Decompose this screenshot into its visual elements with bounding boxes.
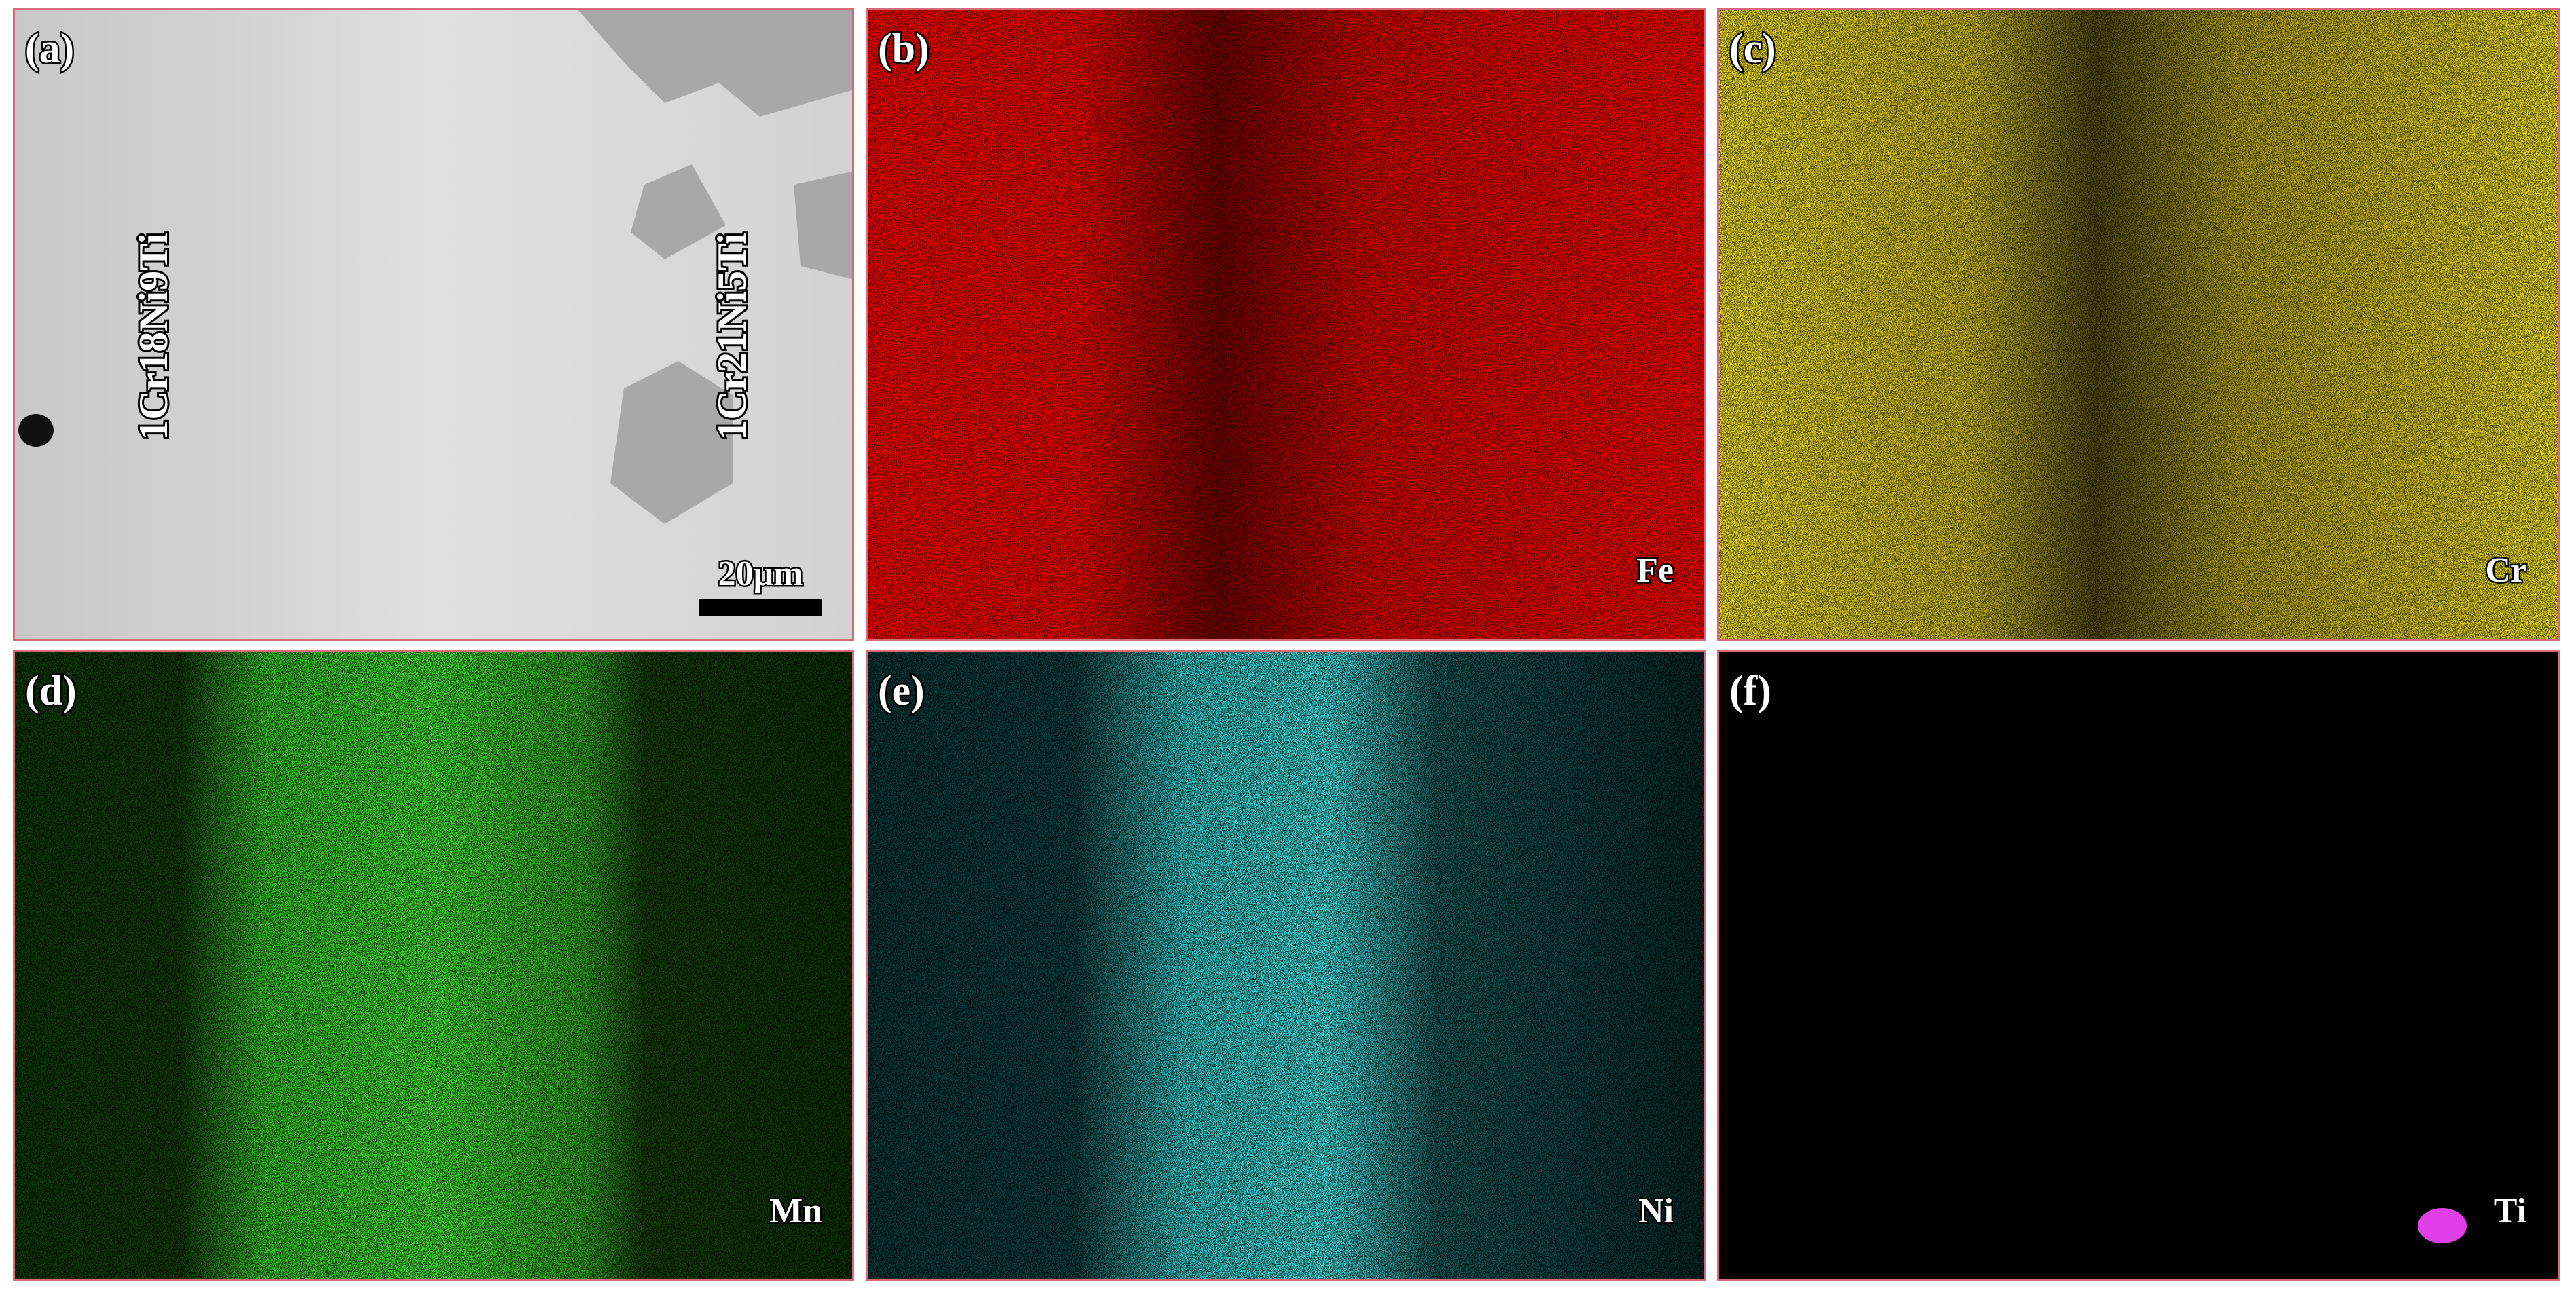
panel-c: (c) Cr: [1717, 8, 2560, 641]
element-label: Cr: [2485, 551, 2526, 590]
annotation: 1Cr18Ni9Ti: [131, 233, 176, 440]
scale-bar: [699, 599, 822, 616]
panel-label: (b): [878, 26, 930, 72]
pore: [18, 414, 54, 447]
speckle: [13, 650, 854, 1281]
ti-particle: [2418, 1208, 2467, 1243]
element-label: Fe: [1636, 551, 1674, 590]
element-label: Ti: [2494, 1192, 2526, 1231]
speckle: [866, 650, 1706, 1281]
sem-image: [13, 8, 854, 641]
panel-f: (f) Ti: [1717, 650, 2560, 1281]
scale-label: 20μm: [718, 555, 803, 593]
panel-a: (a) 1Cr18Ni9Ti 1Cr21Ni5Ti 20μm: [13, 8, 854, 641]
element-label: Ni: [1638, 1192, 1674, 1231]
panel-d: (d) Mn: [13, 650, 854, 1281]
annotation: 1Cr21Ni5Ti: [710, 233, 754, 440]
speckle: [866, 8, 1706, 641]
panel-label: (e): [878, 668, 925, 714]
panel-b: (b) Fe: [866, 8, 1706, 641]
panel-e: (e) Ni: [866, 650, 1706, 1281]
panel-label: (f): [1729, 668, 1771, 714]
panel-label: (d): [25, 668, 77, 714]
dots: [1717, 650, 2560, 1281]
speckle: [1717, 8, 2560, 641]
panel-label: (c): [1729, 26, 1776, 72]
panel-label: (a): [25, 26, 74, 72]
element-label: Mn: [769, 1192, 822, 1231]
grains: [576, 8, 854, 524]
